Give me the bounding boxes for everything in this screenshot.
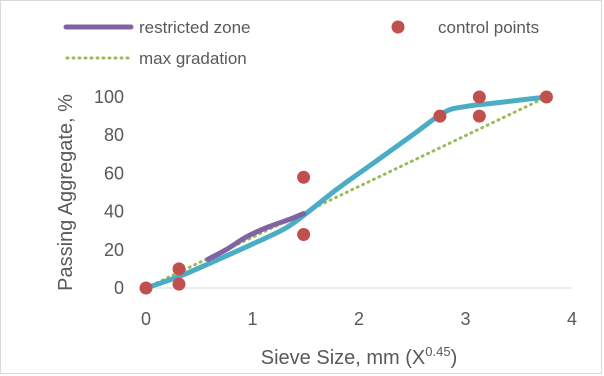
- legend-label-restricted-zone: restricted zone: [139, 18, 251, 37]
- data-point-control: [433, 109, 447, 123]
- series-line-restricted-zone: [205, 211, 307, 262]
- data-point-control: [139, 281, 153, 295]
- data-point-control: [297, 228, 311, 242]
- series-line-gradation-curve: [143, 94, 549, 291]
- legend-label-control-points: control points: [438, 18, 539, 37]
- x-tick-label: 4: [567, 309, 577, 329]
- data-point-control: [172, 262, 186, 276]
- y-tick-label: 40: [104, 202, 124, 222]
- x-axis-title: Sieve Size, mm (X0.45): [261, 344, 457, 369]
- data-point-control: [472, 109, 486, 123]
- y-axis-title: Passing Aggregate, %: [55, 94, 77, 291]
- data-point-control: [172, 277, 186, 291]
- legend-label-max-gradation: max gradation: [139, 49, 247, 68]
- data-point-control: [472, 90, 486, 104]
- x-tick-label: 3: [460, 309, 470, 329]
- data-point-control: [297, 170, 311, 184]
- y-tick-label: 80: [104, 125, 124, 145]
- data-point-control: [539, 90, 553, 104]
- x-tick-label: 2: [354, 309, 364, 329]
- x-tick-label: 0: [141, 309, 151, 329]
- x-tick-label: 1: [247, 309, 257, 329]
- y-tick-label: 100: [94, 87, 124, 107]
- y-tick-label: 20: [104, 240, 124, 260]
- y-tick-label: 60: [104, 163, 124, 183]
- y-tick-label: 0: [114, 278, 124, 298]
- legend-swatch-control-points: [391, 20, 405, 34]
